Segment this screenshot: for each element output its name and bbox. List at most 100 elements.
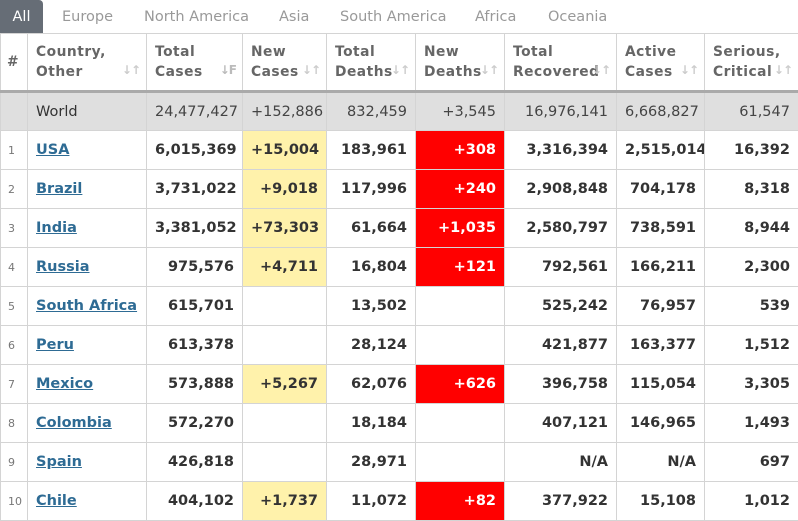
country-link[interactable]: Spain <box>36 454 82 470</box>
country-link[interactable]: USA <box>36 142 69 158</box>
country-link[interactable]: South Africa <box>36 298 137 314</box>
tab-all[interactable]: All <box>0 0 43 33</box>
total-cases-cell: 3,731,022 <box>147 170 243 209</box>
sort-icon: ↓↑ <box>122 60 140 80</box>
country-cell: USA <box>28 131 147 170</box>
country-cell: Spain <box>28 443 147 482</box>
header-label: Critical <box>713 64 772 80</box>
tab-oceania[interactable]: Oceania <box>548 0 607 33</box>
new-deaths-cell <box>416 287 505 326</box>
tab-europe[interactable]: Europe <box>62 0 113 33</box>
new-deaths-cell <box>416 404 505 443</box>
new-deaths-cell: +626 <box>416 365 505 404</box>
country-link[interactable]: Brazil <box>36 181 82 197</box>
active-cases-cell: 115,054 <box>617 365 705 404</box>
total-cases-cell: 6,015,369 <box>147 131 243 170</box>
row-index: 1 <box>1 131 28 170</box>
new-deaths-cell <box>416 443 505 482</box>
new-cases-cell <box>243 326 327 365</box>
header-label: Country, <box>36 44 106 60</box>
new-cases-cell: +5,267 <box>243 365 327 404</box>
country-link[interactable]: Chile <box>36 493 77 509</box>
total-recovered-cell: 407,121 <box>505 404 617 443</box>
total-cases-cell: 426,818 <box>147 443 243 482</box>
total-deaths-cell: 832,459 <box>327 92 416 131</box>
total-recovered-cell: 421,877 <box>505 326 617 365</box>
sort-icon: ↓↑ <box>302 60 320 80</box>
country-link[interactable]: Mexico <box>36 376 93 392</box>
total-deaths-cell: 16,804 <box>327 248 416 287</box>
active-cases-cell: 2,515,014 <box>617 131 705 170</box>
sort-icon: ↓↑ <box>680 60 698 80</box>
tab-africa[interactable]: Africa <box>475 0 516 33</box>
sort-icon: ↓↑ <box>592 60 610 80</box>
header-country[interactable]: Country, Other ↓↑ <box>28 34 147 92</box>
total-recovered-cell: 2,908,848 <box>505 170 617 209</box>
active-cases-cell: 704,178 <box>617 170 705 209</box>
header-label: Cases <box>251 64 299 80</box>
sort-icon: ↓↑ <box>480 60 498 80</box>
active-cases-cell: 146,965 <box>617 404 705 443</box>
row-index: 5 <box>1 287 28 326</box>
tab-south-america[interactable]: South America <box>340 0 447 33</box>
country-link[interactable]: Colombia <box>36 415 112 431</box>
total-cases-cell: 975,576 <box>147 248 243 287</box>
serious-critical-cell: 1,512 <box>705 326 798 365</box>
serious-critical-cell: 8,944 <box>705 209 798 248</box>
total-cases-cell: 572,270 <box>147 404 243 443</box>
header-label: Total <box>513 44 553 60</box>
active-cases-cell: N/A <box>617 443 705 482</box>
header-new-cases[interactable]: New Cases↓↑ <box>243 34 327 92</box>
total-deaths-cell: 183,961 <box>327 131 416 170</box>
row-index <box>1 92 28 131</box>
total-deaths-cell: 28,971 <box>327 443 416 482</box>
new-cases-cell: +152,886 <box>243 92 327 131</box>
total-cases-cell: 404,102 <box>147 482 243 521</box>
country-cell: Russia <box>28 248 147 287</box>
serious-critical-cell: 1,493 <box>705 404 798 443</box>
active-cases-cell: 163,377 <box>617 326 705 365</box>
total-cases-cell: 24,477,427 <box>147 92 243 131</box>
country-link[interactable]: Peru <box>36 337 74 353</box>
new-cases-cell: +15,004 <box>243 131 327 170</box>
header-label: Cases <box>155 64 203 80</box>
total-recovered-cell: 377,922 <box>505 482 617 521</box>
header-label: New <box>251 44 286 60</box>
active-cases-cell: 15,108 <box>617 482 705 521</box>
country-link[interactable]: India <box>36 220 77 236</box>
total-recovered-cell: 3,316,394 <box>505 131 617 170</box>
tab-north-america[interactable]: North America <box>144 0 249 33</box>
header-label: Recovered <box>513 64 600 80</box>
new-cases-cell <box>243 443 327 482</box>
sort-icon: ↓↑ <box>774 60 792 80</box>
sort-icon: ↓↑ <box>391 60 409 80</box>
country-link[interactable]: Russia <box>36 259 90 275</box>
header-serious-critical[interactable]: Serious,Critical↓↑ <box>705 34 798 92</box>
country-cell: Mexico <box>28 365 147 404</box>
new-cases-cell: +1,737 <box>243 482 327 521</box>
header-label: Other <box>36 64 83 80</box>
row-index: 9 <box>1 443 28 482</box>
new-cases-cell: +4,711 <box>243 248 327 287</box>
new-cases-cell <box>243 287 327 326</box>
header-label: Cases <box>625 64 673 80</box>
sort-desc-icon: ↓F <box>220 60 236 80</box>
total-recovered-cell: N/A <box>505 443 617 482</box>
new-cases-cell <box>243 404 327 443</box>
total-recovered-cell: 2,580,797 <box>505 209 617 248</box>
country-cell: South Africa <box>28 287 147 326</box>
tab-asia[interactable]: Asia <box>279 0 309 33</box>
header-label: Deaths <box>335 64 393 80</box>
header-total-recovered[interactable]: Total Recovered↓↑ <box>505 34 617 92</box>
